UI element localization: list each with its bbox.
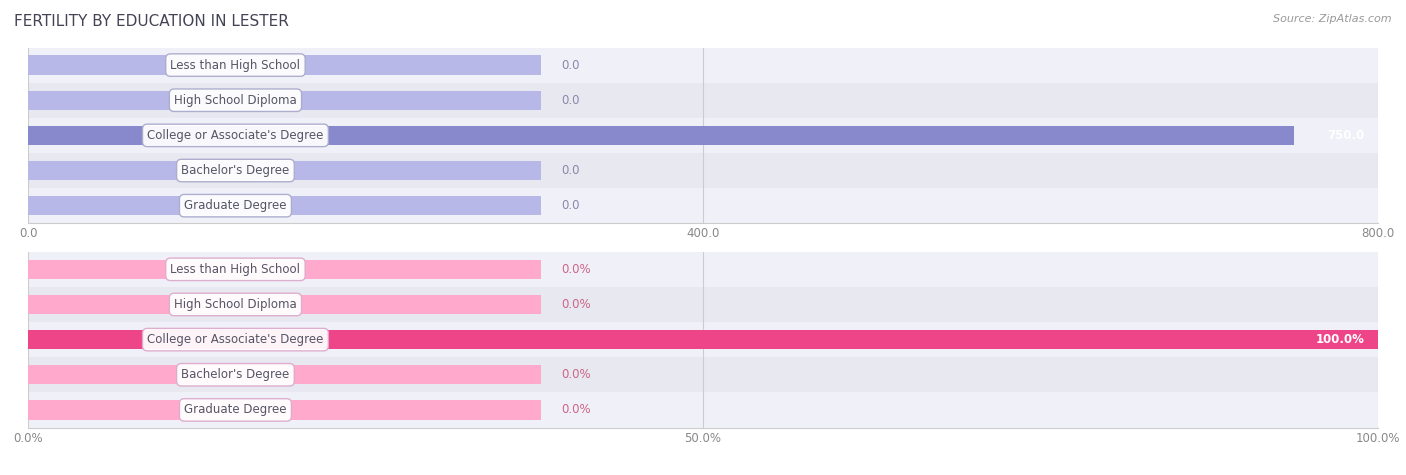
Bar (28, 287, 1378, 322)
Bar (28, 400, 541, 419)
Text: Less than High School: Less than High School (170, 263, 301, 276)
Bar (28, 365, 541, 384)
Bar (28, 83, 1378, 118)
Text: High School Diploma: High School Diploma (174, 94, 297, 107)
Text: Bachelor's Degree: Bachelor's Degree (181, 164, 290, 177)
Bar (28, 196, 541, 215)
Text: Bachelor's Degree: Bachelor's Degree (181, 368, 290, 381)
Text: Graduate Degree: Graduate Degree (184, 403, 287, 417)
Text: 0.0: 0.0 (561, 199, 579, 212)
Text: College or Associate's Degree: College or Associate's Degree (148, 129, 323, 142)
Text: College or Associate's Degree: College or Associate's Degree (148, 333, 323, 346)
Text: 0.0%: 0.0% (561, 263, 591, 276)
Bar (28, 56, 541, 75)
Bar (28, 118, 1378, 153)
Bar (28, 252, 1378, 287)
Bar (28, 392, 1378, 428)
Bar (28, 295, 541, 314)
Text: 0.0%: 0.0% (561, 368, 591, 381)
Bar (28, 161, 541, 180)
Text: 0.0: 0.0 (561, 94, 579, 107)
Bar (28, 330, 1378, 349)
Text: 0.0%: 0.0% (561, 403, 591, 417)
Text: 0.0: 0.0 (561, 58, 579, 72)
Bar (28, 153, 1378, 188)
Text: Graduate Degree: Graduate Degree (184, 199, 287, 212)
Bar (28, 357, 1378, 392)
Text: High School Diploma: High School Diploma (174, 298, 297, 311)
Bar (28, 260, 541, 279)
Bar (28, 126, 1294, 145)
Bar (28, 91, 541, 110)
Text: 0.0%: 0.0% (561, 298, 591, 311)
Text: FERTILITY BY EDUCATION IN LESTER: FERTILITY BY EDUCATION IN LESTER (14, 14, 290, 29)
Text: Source: ZipAtlas.com: Source: ZipAtlas.com (1274, 14, 1392, 24)
Text: 100.0%: 100.0% (1316, 333, 1364, 346)
Bar (28, 188, 1378, 223)
Text: Less than High School: Less than High School (170, 58, 301, 72)
Text: 750.0: 750.0 (1327, 129, 1364, 142)
Bar (28, 48, 1378, 83)
Text: 0.0: 0.0 (561, 164, 579, 177)
Bar (28, 322, 1378, 357)
